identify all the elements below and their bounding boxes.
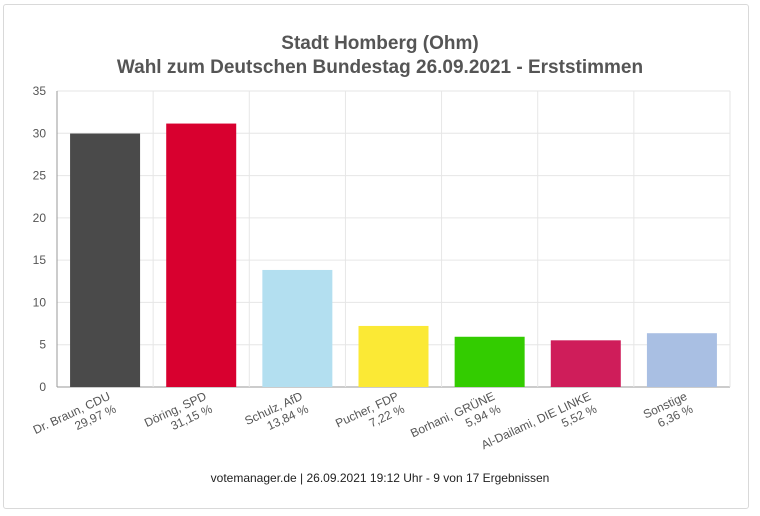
y-tick-label: 5	[39, 338, 46, 352]
x-tick-label: Sonstige6,36 %	[641, 389, 695, 434]
x-tick-label: Dr. Braun, CDU29,97 %	[31, 389, 119, 450]
bar	[262, 269, 333, 387]
x-tick-label: Pucher, FDP7,22 %	[333, 389, 407, 443]
x-tick-label: Schulz, AfD13,84 %	[242, 389, 310, 441]
bar	[550, 340, 621, 387]
x-tick-label: Döring, SPD31,15 %	[142, 389, 215, 443]
y-tick-label: 35	[33, 84, 47, 98]
y-tick-label: 10	[33, 295, 47, 309]
y-tick-label: 0	[39, 380, 46, 394]
bar	[358, 325, 429, 387]
chart-subtitle: Wahl zum Deutschen Bundestag 26.09.2021 …	[116, 57, 644, 78]
y-tick-label: 20	[33, 211, 47, 225]
chart-title: Stadt Homberg (Ohm)	[281, 33, 479, 54]
bar	[454, 336, 525, 387]
y-tick-label: 30	[33, 126, 47, 140]
bar	[646, 333, 717, 387]
y-tick-label: 25	[33, 169, 47, 183]
source-footer: votemanager.de | 26.09.2021 19:12 Uhr - …	[210, 471, 550, 485]
bar	[70, 133, 141, 387]
x-tick-label: Al-Dailami, DIE LINKE5,52 %	[479, 389, 599, 465]
y-tick-label: 15	[33, 253, 47, 267]
bar	[166, 123, 237, 387]
